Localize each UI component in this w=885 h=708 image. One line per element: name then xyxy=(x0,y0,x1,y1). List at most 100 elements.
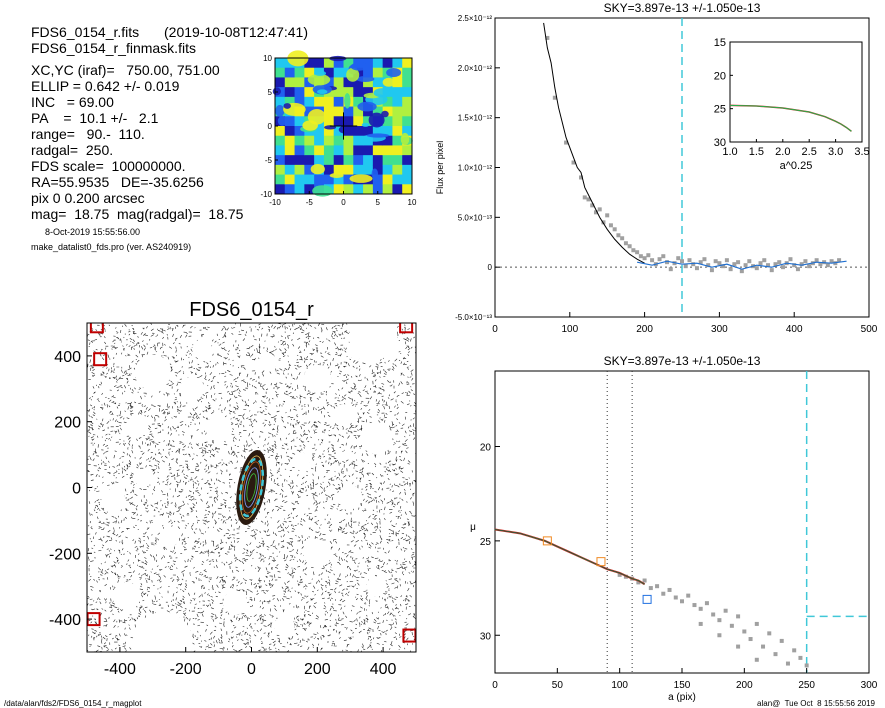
data-point xyxy=(773,262,778,267)
inset-line-green xyxy=(729,104,852,132)
mask-hole xyxy=(134,354,171,391)
contour-cell xyxy=(333,106,344,117)
contour-cell xyxy=(294,87,305,98)
contour-cell xyxy=(363,155,374,166)
contour-cell xyxy=(363,116,374,127)
mu-title: SKY=3.897e-13 +/-1.050e-13 xyxy=(604,354,761,368)
x-tick-label: 400 xyxy=(370,661,397,678)
data-point xyxy=(655,584,660,589)
x-tick-label: 100 xyxy=(561,324,578,335)
contour-cell xyxy=(392,184,403,195)
mask-hole xyxy=(205,415,232,442)
data-point xyxy=(721,264,726,269)
mask-hole xyxy=(223,590,248,615)
contour-cell xyxy=(372,155,384,166)
contour-cell xyxy=(284,184,296,195)
data-point xyxy=(792,263,797,268)
contour-cell xyxy=(382,184,393,195)
galaxy-core xyxy=(236,450,267,525)
data-point xyxy=(582,195,587,200)
contour-blob xyxy=(366,133,390,138)
contour-cell xyxy=(363,67,374,78)
contour-cell xyxy=(402,67,413,78)
data-point xyxy=(635,250,640,255)
data-point xyxy=(804,663,809,668)
contour-cell xyxy=(275,96,286,108)
data-point xyxy=(620,236,625,241)
contour-cell xyxy=(304,184,315,195)
y-tick-label: 30 xyxy=(714,137,726,149)
y-tick-label: 5 xyxy=(268,88,273,97)
footer-user-date: alan@ Tue Oct 8 15:55:56 2019 xyxy=(757,699,875,708)
contour-cell xyxy=(275,184,286,195)
data-point xyxy=(608,223,613,228)
contour-blob xyxy=(381,110,389,118)
contour-cell xyxy=(402,145,413,156)
inset-frame xyxy=(729,41,863,143)
x-tick-label: 1.0 xyxy=(722,146,737,158)
data-point xyxy=(829,259,834,264)
contour-cell xyxy=(284,155,296,166)
contour-cell xyxy=(284,87,296,98)
contour-cell xyxy=(275,164,286,176)
contour-cell xyxy=(382,174,393,185)
x-tick-label: -10 xyxy=(269,198,281,207)
contour-cell xyxy=(323,145,335,156)
data-point xyxy=(837,258,842,263)
data-point xyxy=(742,629,747,634)
contour-cell xyxy=(284,67,296,78)
marker-square xyxy=(596,557,606,567)
data-point xyxy=(692,603,697,608)
date-label: (2019-10-08T12:47:41) xyxy=(164,24,308,40)
data-point xyxy=(676,256,681,261)
contour-cell xyxy=(382,96,393,108)
contour-cell xyxy=(333,96,344,108)
flux-inset-plot: 1.0 1.5 2.0 2.5 3.0 3.5 15 20 25 30 a^0.25 xyxy=(714,37,870,172)
x-tick-label: 0 xyxy=(492,680,498,691)
contour-cell xyxy=(314,96,325,108)
contour-cell xyxy=(382,145,393,156)
contour-cell xyxy=(284,174,296,185)
contour-cell xyxy=(314,58,325,69)
contour-blob xyxy=(357,101,377,112)
contour-cell xyxy=(353,164,364,176)
contour-cell xyxy=(304,145,315,156)
y-tick-label: 0 xyxy=(488,263,493,272)
contour-cell xyxy=(392,135,403,146)
mask-label: FDS6_0154_r_finmask.fits xyxy=(31,40,196,56)
inset-xlabel: a^0.25 xyxy=(780,160,813,172)
contour-cell xyxy=(392,96,403,108)
x-tick-label: 200 xyxy=(304,661,331,678)
data-point xyxy=(650,258,655,263)
contour-cell xyxy=(392,164,403,176)
contour-cell xyxy=(363,126,374,137)
contour-cell xyxy=(304,106,315,117)
contour-blob xyxy=(317,89,328,95)
x-tick-label: -400 xyxy=(104,661,136,678)
x-tick-label: 0 xyxy=(341,198,346,207)
contour-cell xyxy=(382,126,393,137)
contour-cell xyxy=(353,155,364,166)
data-point xyxy=(601,220,606,225)
data-point xyxy=(698,621,703,626)
x-tick-label: 10 xyxy=(408,198,417,207)
x-tick-label: 500 xyxy=(861,324,878,335)
contour-cell xyxy=(294,116,305,127)
data-point xyxy=(780,265,785,270)
contour-cell xyxy=(363,184,374,195)
filename-label: FDS6_0154_r.fits xyxy=(31,24,140,40)
contour-cell xyxy=(372,164,384,176)
contour-blob xyxy=(350,62,368,71)
data-point xyxy=(807,264,812,269)
y-tick-label: 400 xyxy=(54,349,81,366)
data-point xyxy=(605,213,610,218)
data-point xyxy=(668,267,673,272)
contour-cell xyxy=(382,164,393,176)
data-point xyxy=(686,593,691,598)
data-point xyxy=(724,258,729,263)
isophote xyxy=(244,467,259,508)
contour-cell xyxy=(304,58,315,69)
contour-cell xyxy=(284,135,296,146)
x-tick-label: 2.0 xyxy=(775,146,790,158)
data-point xyxy=(704,601,709,606)
